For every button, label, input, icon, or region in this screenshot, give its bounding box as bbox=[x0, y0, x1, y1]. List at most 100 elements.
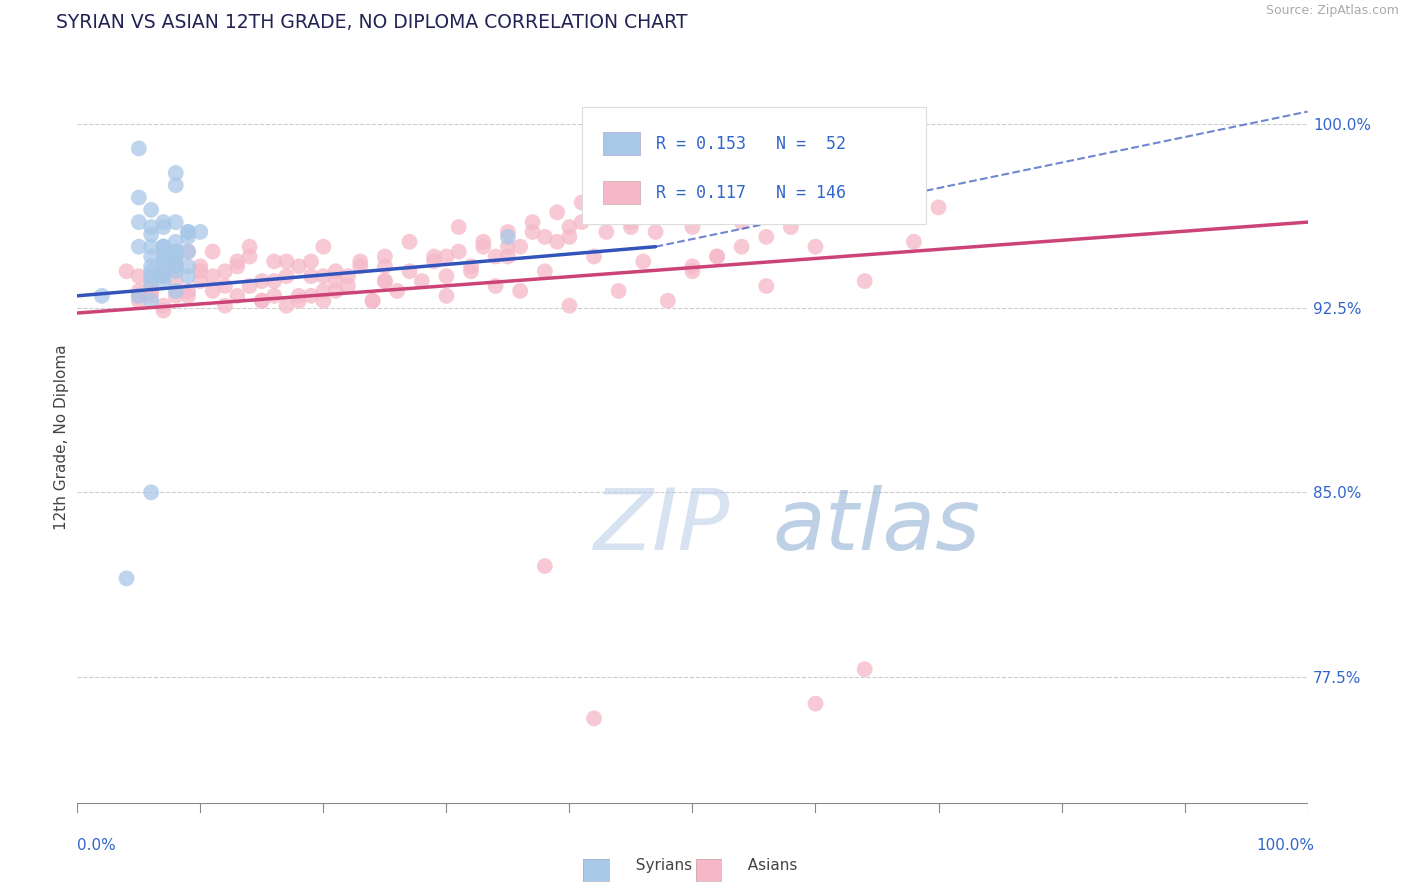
Point bbox=[522, 225, 544, 239]
Point bbox=[214, 299, 236, 313]
Point bbox=[706, 161, 728, 175]
Point bbox=[165, 244, 187, 259]
Point bbox=[141, 220, 163, 235]
Text: R = 0.117   N = 146: R = 0.117 N = 146 bbox=[655, 184, 845, 202]
Point bbox=[682, 264, 704, 278]
Point bbox=[165, 274, 187, 288]
Point bbox=[460, 264, 482, 278]
Point bbox=[239, 240, 262, 254]
Point bbox=[583, 250, 606, 264]
Point bbox=[558, 220, 581, 235]
Point bbox=[152, 274, 174, 288]
Point bbox=[472, 235, 495, 249]
Point bbox=[128, 269, 150, 284]
Point bbox=[509, 240, 531, 254]
Point bbox=[398, 235, 420, 249]
Point bbox=[128, 289, 150, 303]
Point bbox=[250, 293, 273, 308]
Point bbox=[374, 274, 396, 288]
FancyBboxPatch shape bbox=[582, 107, 927, 224]
Point bbox=[201, 284, 224, 298]
Point bbox=[804, 190, 827, 204]
Point bbox=[165, 260, 187, 274]
Point bbox=[152, 269, 174, 284]
Point bbox=[141, 293, 163, 308]
Point bbox=[423, 254, 446, 268]
Point bbox=[165, 260, 187, 274]
Point bbox=[558, 299, 581, 313]
FancyBboxPatch shape bbox=[603, 181, 640, 204]
Point bbox=[177, 225, 200, 239]
Point bbox=[276, 269, 298, 284]
Point bbox=[472, 240, 495, 254]
Point bbox=[682, 260, 704, 274]
Point bbox=[780, 200, 803, 214]
Point bbox=[288, 289, 311, 303]
Point bbox=[496, 230, 519, 244]
Point bbox=[226, 289, 249, 303]
Point bbox=[337, 279, 360, 293]
Point bbox=[250, 293, 273, 308]
Point bbox=[657, 180, 679, 194]
Point bbox=[141, 269, 163, 284]
Point bbox=[620, 220, 643, 235]
Point bbox=[214, 279, 236, 293]
Point bbox=[337, 269, 360, 284]
Point bbox=[165, 215, 187, 229]
Point bbox=[263, 274, 285, 288]
Point bbox=[583, 211, 606, 225]
Point bbox=[177, 260, 200, 274]
Point bbox=[128, 289, 150, 303]
Point bbox=[436, 269, 458, 284]
Point bbox=[141, 277, 163, 291]
Point bbox=[361, 293, 384, 308]
Point bbox=[349, 254, 371, 268]
Point bbox=[177, 244, 200, 259]
Point bbox=[152, 269, 174, 284]
Point bbox=[534, 264, 557, 278]
Point bbox=[190, 260, 212, 274]
Point bbox=[509, 284, 531, 298]
Point bbox=[177, 284, 200, 298]
Point bbox=[731, 151, 754, 165]
Point bbox=[226, 254, 249, 268]
Point bbox=[928, 200, 950, 214]
Point bbox=[374, 260, 396, 274]
Point bbox=[620, 215, 643, 229]
Point bbox=[411, 274, 433, 288]
Point bbox=[558, 230, 581, 244]
Point bbox=[682, 170, 704, 185]
Point bbox=[496, 250, 519, 264]
Point bbox=[534, 230, 557, 244]
Point bbox=[657, 293, 679, 308]
Point bbox=[706, 250, 728, 264]
Point bbox=[177, 244, 200, 259]
Point bbox=[128, 284, 150, 298]
Point bbox=[682, 211, 704, 225]
Point bbox=[141, 284, 163, 298]
Point bbox=[141, 250, 163, 264]
Point bbox=[201, 244, 224, 259]
Point bbox=[325, 274, 347, 288]
Point bbox=[595, 225, 617, 239]
Point bbox=[239, 279, 262, 293]
Point bbox=[522, 215, 544, 229]
Point bbox=[152, 303, 174, 318]
Point bbox=[263, 254, 285, 268]
Point bbox=[496, 225, 519, 239]
Point bbox=[128, 141, 150, 155]
Point bbox=[152, 244, 174, 259]
Point bbox=[165, 289, 187, 303]
Point bbox=[325, 264, 347, 278]
Point bbox=[226, 260, 249, 274]
Point bbox=[485, 279, 508, 293]
Point bbox=[423, 250, 446, 264]
Point bbox=[165, 254, 187, 268]
Point bbox=[128, 240, 150, 254]
Point bbox=[312, 293, 335, 308]
Point bbox=[830, 211, 852, 225]
Point bbox=[165, 260, 187, 274]
Point bbox=[755, 279, 778, 293]
Point bbox=[879, 195, 901, 210]
Point bbox=[534, 559, 557, 574]
